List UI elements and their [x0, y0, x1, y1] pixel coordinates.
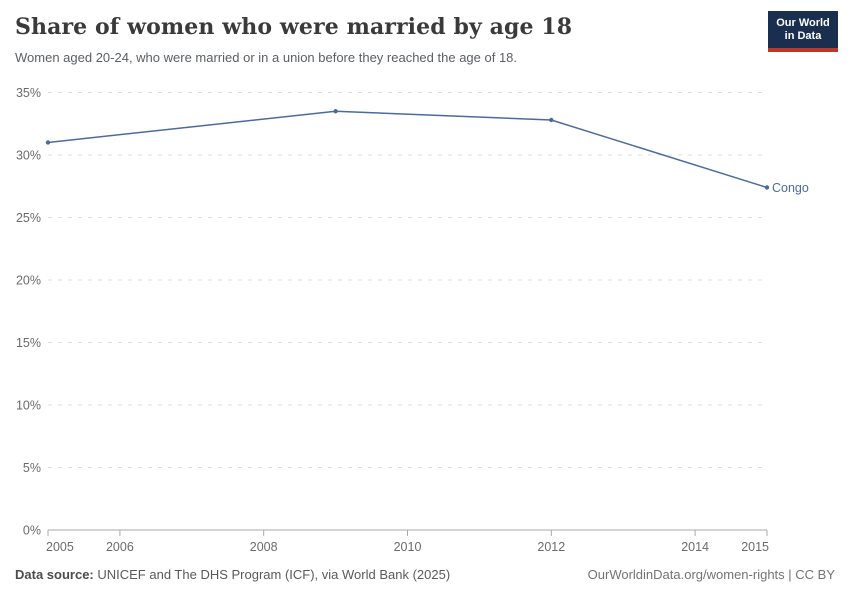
page-title: Share of women who were married by age 1…	[15, 14, 573, 40]
owid-logo-stripe	[768, 48, 838, 52]
x-axis-tick-label: 2010	[394, 540, 422, 554]
x-axis-tick-label: 2015	[741, 540, 769, 554]
data-source-label: Data source:	[15, 567, 94, 582]
data-point-2009[interactable]	[333, 109, 338, 114]
data-source-note: Data source: UNICEF and The DHS Program …	[15, 567, 450, 582]
attribution-link[interactable]: OurWorldinData.org/women-rights | CC BY	[587, 567, 835, 582]
owid-logo-line2: in Data	[784, 30, 822, 42]
owid-logo-text: Our World in Data	[768, 11, 838, 48]
series-label-congo[interactable]: Congo	[772, 181, 809, 195]
y-axis-tick-label: 5%	[23, 461, 41, 475]
x-axis-tick-label: 2008	[250, 540, 278, 554]
data-point-2012[interactable]	[549, 117, 554, 123]
y-axis-tick-label: 30%	[16, 148, 41, 162]
y-axis-tick-label: 20%	[16, 273, 41, 287]
y-axis-tick-label: 25%	[16, 211, 41, 225]
series-line-congo[interactable]	[47, 110, 768, 189]
x-axis-tick-label: 2006	[106, 540, 134, 554]
data-point-2015[interactable]	[764, 185, 770, 190]
data-source-text: UNICEF and The DHS Program (ICF), via Wo…	[93, 567, 451, 582]
owid-logo-line1: Our World	[776, 17, 830, 29]
chart-subtitle: Women aged 20-24, who were married or in…	[15, 50, 518, 65]
y-axis-tick-label: 10%	[16, 398, 41, 412]
chart-footer: Data source: UNICEF and The DHS Program …	[15, 567, 835, 582]
x-axis-tick-label: 2005	[46, 540, 74, 554]
y-axis-tick-label: 15%	[16, 336, 41, 350]
x-axis-tick-label: 2014	[681, 540, 709, 554]
data-point-2005[interactable]	[45, 140, 51, 145]
y-axis-tick-label: 35%	[16, 86, 41, 100]
x-axis-tick-label: 2012	[537, 540, 565, 554]
y-axis-tick-label: 0%	[23, 523, 41, 537]
owid-logo[interactable]: Our World in Data	[768, 11, 838, 52]
